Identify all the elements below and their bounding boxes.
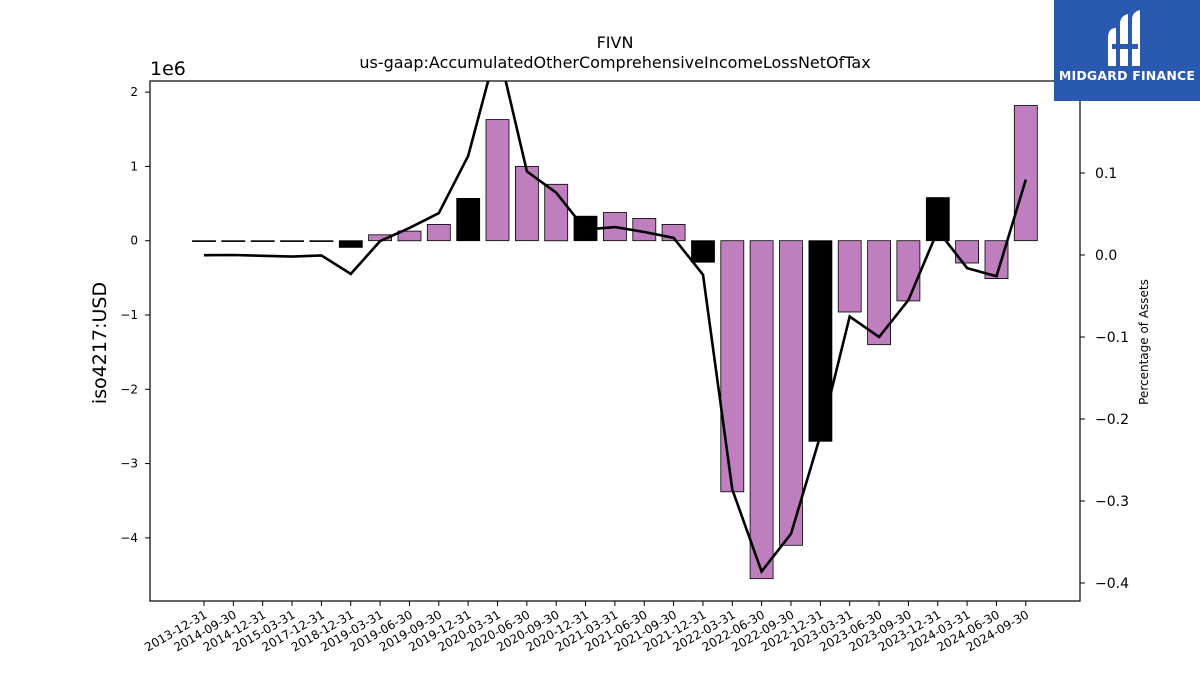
- bar: [397, 230, 422, 242]
- bar: [426, 223, 451, 242]
- plot-frame: [149, 80, 1081, 602]
- bar: [896, 240, 921, 302]
- y-scale-label: 1e6: [150, 58, 186, 80]
- bar: [925, 197, 950, 242]
- bar: [250, 240, 275, 242]
- bar: [749, 240, 774, 580]
- y-tick-label: −2: [120, 382, 138, 396]
- percentage-line: [203, 81, 1028, 575]
- brand-text: MIDGARD FINANCE: [1058, 68, 1196, 83]
- bar: [280, 240, 305, 242]
- bar: [485, 119, 510, 242]
- y2-tick-label: −0.3: [1095, 494, 1129, 510]
- bar: [984, 240, 1009, 279]
- bar: [779, 240, 803, 546]
- brand-logo: MIDGARD FINANCE: [1054, 0, 1200, 101]
- bar: [720, 240, 745, 493]
- y2-axis-label: Percentage of Assets: [1137, 279, 1151, 405]
- y-tick-label: −1: [120, 308, 138, 322]
- bar: [309, 240, 334, 242]
- y2-tick-label: −0.4: [1095, 576, 1129, 592]
- bar: [338, 240, 363, 248]
- y-tick-label: 0: [130, 234, 138, 248]
- y2-tick-label: −0.1: [1095, 330, 1129, 346]
- chart-subtitle: us-gaap:AccumulatedOtherComprehensiveInc…: [359, 53, 870, 72]
- plot-area: 210−1−2−3−40.10.0−0.1−0.2−0.3−0.42013-12…: [120, 81, 1129, 654]
- y2-tick-label: 0.0: [1095, 248, 1117, 264]
- y-tick-label: −4: [120, 531, 138, 545]
- bar: [192, 240, 216, 242]
- bar: [808, 240, 833, 442]
- y-tick-label: 2: [130, 85, 138, 99]
- bar: [221, 240, 246, 242]
- midgard-logo-icon: [1108, 10, 1140, 66]
- bar: [837, 240, 862, 313]
- chart-title: FIVN: [597, 33, 634, 52]
- bar: [1013, 105, 1038, 242]
- bar: [456, 197, 481, 242]
- y-axis-label: iso4217:USD: [89, 282, 111, 404]
- y2-tick-label: −0.2: [1095, 412, 1129, 428]
- y-tick-label: 1: [130, 159, 138, 173]
- y-tick-label: −3: [120, 457, 138, 471]
- bar: [867, 240, 891, 346]
- bar: [691, 240, 715, 263]
- y2-tick-label: 0.1: [1095, 166, 1117, 182]
